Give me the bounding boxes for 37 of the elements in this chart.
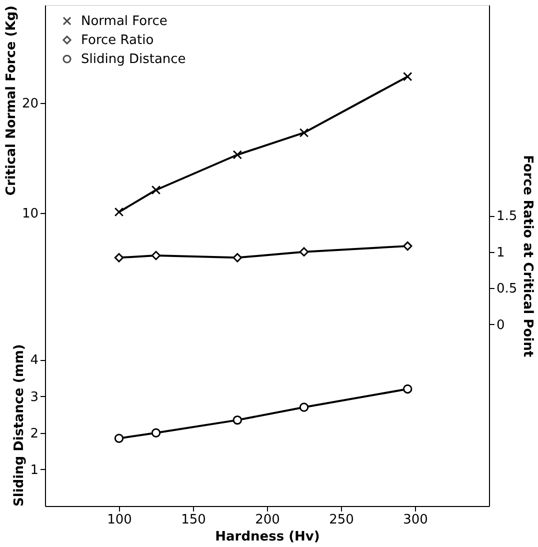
x-tick-label: 100	[107, 512, 132, 528]
point	[299, 402, 309, 412]
x-axis-title: Hardness (Hv)	[215, 530, 320, 544]
legend-label: Force Ratio	[81, 33, 154, 48]
legend-label: Normal Force	[81, 14, 168, 29]
point	[114, 434, 124, 443]
y2-tick-label: 1.5	[496, 209, 518, 224]
y2-axis-title: Force Ratio at Critical Point	[520, 154, 536, 358]
y3-tick-label: 20	[22, 96, 38, 112]
y-tick-label: 1	[30, 462, 38, 478]
point	[114, 207, 124, 217]
point	[114, 253, 124, 262]
point	[402, 384, 412, 394]
point	[151, 250, 161, 260]
y-tick-label: 4	[30, 353, 38, 368]
y-axis-title: Sliding Distance (mm)	[12, 344, 28, 506]
point	[151, 185, 161, 195]
point	[232, 415, 242, 425]
x-tick-label: 150	[181, 512, 206, 528]
point	[299, 247, 309, 256]
y2-tick-label: 0	[496, 318, 505, 333]
y3-tick-label: 10	[22, 206, 38, 222]
point	[232, 253, 242, 262]
point	[402, 241, 412, 251]
point	[232, 150, 242, 160]
point	[151, 428, 161, 438]
point	[402, 72, 412, 82]
y2-tick-label: 0.5	[496, 282, 518, 297]
y2-tick-label: 1	[496, 245, 505, 260]
y-tick-label: 2	[30, 426, 38, 442]
y-tick-label: 3	[30, 390, 38, 405]
point	[299, 128, 309, 138]
y3-axis-title: Critical Normal Force (Kg)	[4, 6, 19, 196]
x-tick-label: 250	[329, 512, 354, 528]
x-tick-label: 300	[403, 512, 428, 528]
legend-label: Sliding Distance	[81, 52, 186, 67]
x-tick-label: 200	[255, 512, 280, 528]
